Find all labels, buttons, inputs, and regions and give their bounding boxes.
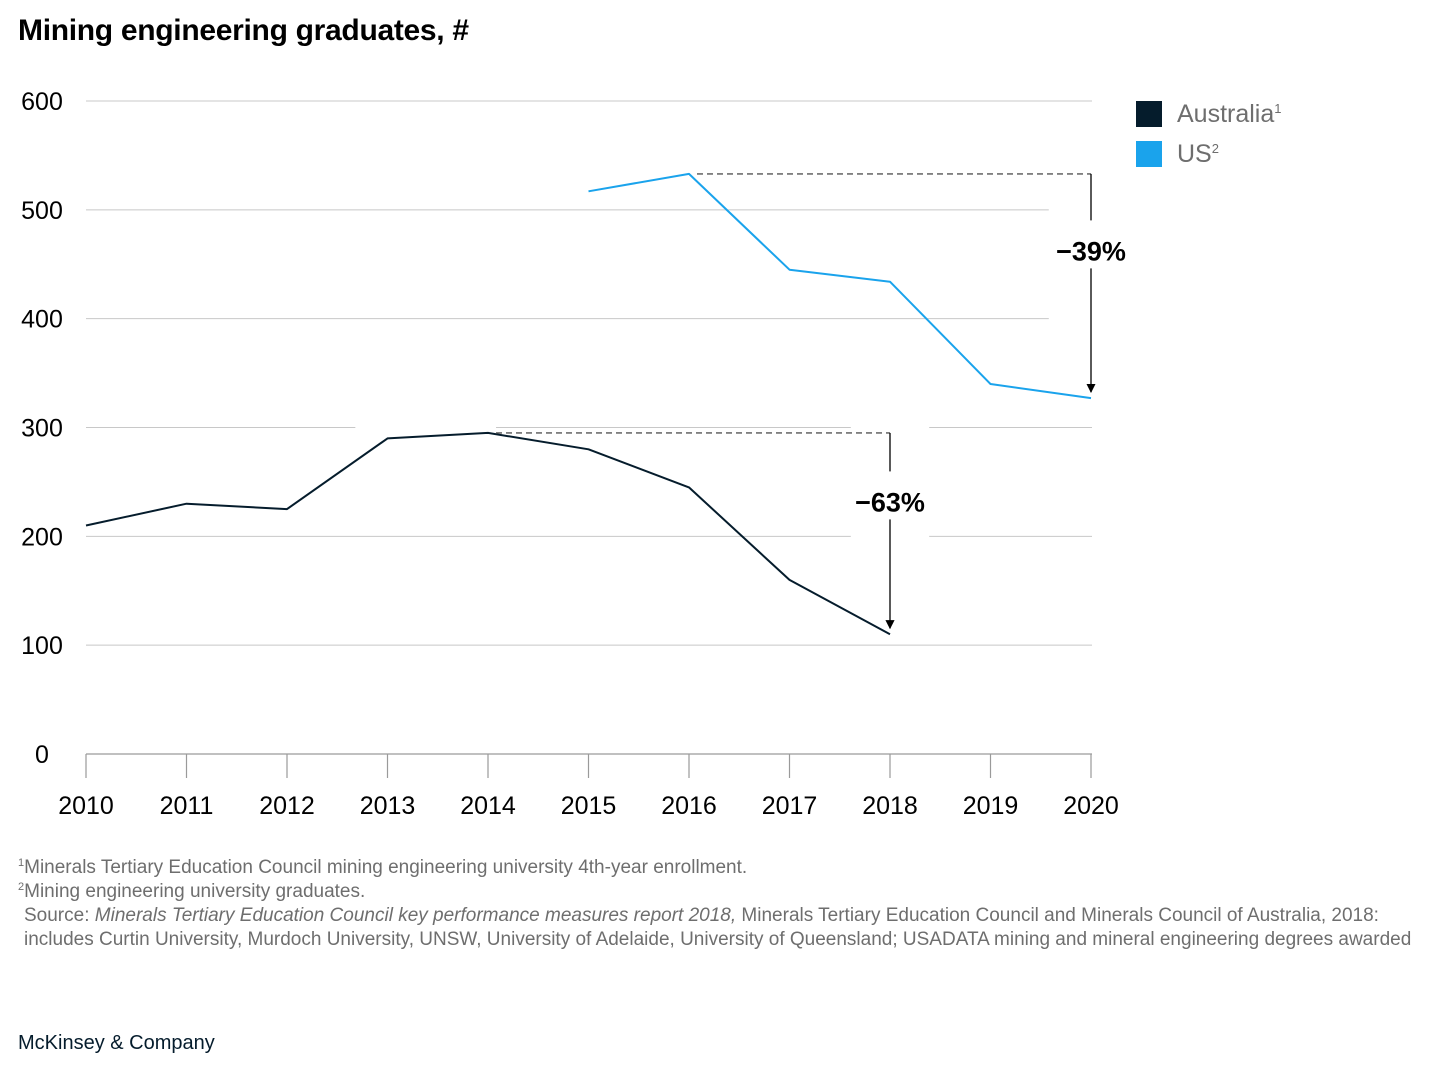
legend-swatch-us	[1136, 141, 1162, 167]
footnote-2: 2Mining engineering university graduates…	[18, 881, 366, 902]
x-tick-label: 2018	[862, 792, 918, 820]
line-chart: 0 100 200 300 400 500 600 2010 2011 2012 2013 2014 2…	[21, 88, 1282, 820]
x-tick-label: 2011	[160, 792, 214, 820]
x-tick-label: 2012	[259, 792, 315, 820]
label-background	[850, 423, 930, 432]
x-tick-label: 2014	[460, 792, 516, 820]
y-tick-label: 200	[21, 523, 63, 551]
source-note: Source: Minerals Tertiary Education Coun…	[24, 905, 1412, 950]
y-tick-label: 300	[21, 415, 63, 443]
y-tick-label: 100	[21, 632, 63, 660]
label-background	[355, 423, 497, 432]
y-tick-label: 500	[21, 197, 63, 225]
y-tick-label: 400	[21, 306, 63, 334]
y-tick-label: 600	[21, 88, 63, 116]
footnotes: 1Minerals Tertiary Education Council min…	[18, 856, 1448, 952]
label-background	[1048, 205, 1094, 215]
x-tick-label: 2015	[561, 792, 617, 820]
x-tick-label: 2020	[1063, 792, 1119, 820]
x-tick-label: 2016	[661, 792, 717, 820]
footnote-1: 1Minerals Tertiary Education Council min…	[18, 857, 748, 878]
y-tick-label: 0	[35, 741, 49, 769]
brand-logo-text: McKinsey & Company	[18, 1032, 215, 1054]
chart-title: Mining engineering graduates, #	[18, 14, 469, 47]
legend-label-us: US2	[1177, 140, 1219, 168]
series-line-australia	[85, 431, 891, 636]
series-line-us	[588, 172, 1092, 400]
legend-swatch-australia	[1136, 101, 1162, 127]
x-tick-label: 2019	[963, 792, 1019, 820]
legend-footnote-mark: 1	[1274, 101, 1281, 116]
legend-label-australia: Australia1	[1177, 100, 1282, 128]
x-tick-label: 2010	[58, 792, 114, 820]
label-background	[1048, 314, 1094, 324]
annotation-label: −63%	[855, 487, 925, 517]
annotation-label: −39%	[1056, 236, 1126, 266]
x-tick-label: 2017	[762, 792, 818, 820]
x-tick-label: 2013	[360, 792, 416, 820]
legend-footnote-mark: 2	[1212, 141, 1219, 156]
